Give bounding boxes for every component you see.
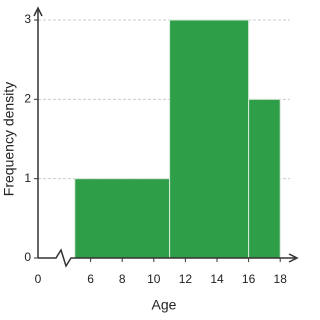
bar (74, 178, 171, 259)
x-axis (38, 248, 296, 268)
x-tick-label: 0 (35, 272, 42, 286)
bar (169, 19, 250, 259)
x-axis-arrow (288, 253, 299, 263)
x-tick-label: 16 (242, 272, 256, 286)
x-tick-label: 6 (87, 272, 94, 286)
y-tick-label: 3 (24, 12, 31, 26)
bar (248, 98, 281, 259)
x-tick-label: 10 (147, 272, 161, 286)
y-tick-label: 1 (24, 171, 31, 185)
x-axis-label: Age (152, 297, 177, 313)
x-tick-label: 14 (210, 272, 224, 286)
y-tick-label: 2 (24, 92, 31, 106)
x-tick-label: 8 (119, 272, 126, 286)
x-tick-label: 12 (179, 272, 193, 286)
x-tick-label: 18 (274, 272, 288, 286)
y-axis-label: Frequency density (1, 82, 17, 196)
y-axis-arrow (33, 6, 43, 17)
y-tick-label: 0 (24, 250, 31, 264)
